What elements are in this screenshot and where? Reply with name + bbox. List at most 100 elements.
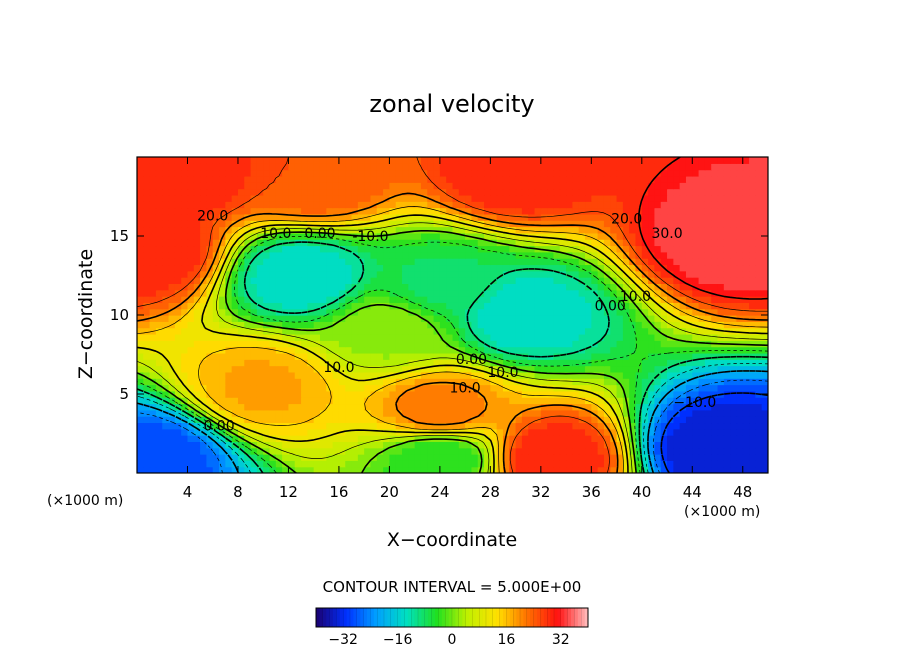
heatmap-cell <box>408 207 416 215</box>
heatmap-cell <box>408 277 416 284</box>
heatmap-cell <box>402 188 409 196</box>
heatmap-cell <box>749 169 756 177</box>
heatmap-cell <box>244 321 252 329</box>
heatmap-cell <box>490 403 498 411</box>
heatmap-cell <box>351 466 359 473</box>
heatmap-cell <box>319 207 327 215</box>
heatmap-cell <box>641 384 649 392</box>
heatmap-cell <box>288 201 296 209</box>
heatmap-cell <box>446 163 454 171</box>
heatmap-cell <box>414 359 422 367</box>
heatmap-cell <box>692 352 700 360</box>
heatmap-cell <box>540 428 548 436</box>
heatmap-cell <box>357 321 365 329</box>
heatmap-cell <box>578 296 586 303</box>
heatmap-cell <box>181 397 189 405</box>
heatmap-cell <box>219 220 226 228</box>
heatmap-cell <box>711 333 719 341</box>
heatmap-cell <box>351 460 359 468</box>
heatmap-cell <box>174 466 182 473</box>
heatmap-cell <box>622 321 630 329</box>
heatmap-cell <box>231 422 239 430</box>
heatmap-cell <box>723 302 731 310</box>
heatmap-cell <box>237 333 245 341</box>
heatmap-cell <box>654 308 662 316</box>
heatmap-cell <box>736 460 744 468</box>
heatmap-cell <box>345 403 353 411</box>
heatmap-cell <box>717 220 725 228</box>
heatmap-cell <box>553 409 561 417</box>
heatmap-cell <box>200 175 208 183</box>
heatmap-cell <box>704 466 712 473</box>
heatmap-cell <box>692 289 700 297</box>
heatmap-cell <box>553 239 561 247</box>
heatmap-cell <box>364 422 372 430</box>
heatmap-cell <box>704 157 712 164</box>
heatmap-cell <box>667 157 674 164</box>
heatmap-cell <box>521 194 529 202</box>
heatmap-cell <box>673 447 681 455</box>
heatmap-cell <box>648 308 656 316</box>
heatmap-cell <box>187 435 195 442</box>
heatmap-cell <box>294 163 302 171</box>
heatmap-cell <box>155 346 163 354</box>
heatmap-cell <box>679 333 687 341</box>
heatmap-cell <box>685 194 693 202</box>
heatmap-cell <box>566 220 573 228</box>
heatmap-cell <box>509 460 517 468</box>
heatmap-cell <box>357 245 365 253</box>
heatmap-cell <box>547 264 555 272</box>
heatmap-cell <box>685 220 693 228</box>
heatmap-cell <box>648 428 656 436</box>
heatmap-cell <box>439 346 447 354</box>
heatmap-cell <box>193 207 201 215</box>
heatmap-cell <box>566 435 573 442</box>
heatmap-cell <box>679 220 687 228</box>
heatmap-cell <box>559 277 567 284</box>
heatmap-cell <box>502 277 510 284</box>
heatmap-cell <box>704 182 712 190</box>
heatmap-cell <box>269 409 277 417</box>
heatmap-cell <box>761 194 768 202</box>
heatmap-cell <box>566 213 573 221</box>
heatmap-cell <box>174 283 182 291</box>
heatmap-cell <box>187 409 195 417</box>
heatmap-cell <box>231 454 239 461</box>
heatmap-cell <box>547 308 555 316</box>
heatmap-cell <box>685 422 693 430</box>
heatmap-cell <box>566 182 573 190</box>
heatmap-cell <box>420 194 428 202</box>
heatmap-cell <box>597 333 605 341</box>
heatmap-cell <box>383 441 390 449</box>
heatmap-cell <box>414 454 422 461</box>
heatmap-cell <box>667 220 674 228</box>
heatmap-cell <box>540 175 548 183</box>
heatmap-cell <box>685 258 693 266</box>
heatmap-cell <box>717 207 725 215</box>
heatmap-cell <box>168 441 176 449</box>
heatmap-cell <box>635 277 643 284</box>
heatmap-cell <box>420 220 428 228</box>
heatmap-cell <box>648 397 656 405</box>
heatmap-cell <box>439 277 447 284</box>
heatmap-cell <box>667 175 674 183</box>
heatmap-cell <box>402 315 409 322</box>
heatmap-cell <box>162 416 170 424</box>
heatmap-cell <box>275 428 283 436</box>
heatmap-cell <box>559 359 567 367</box>
heatmap-cell <box>250 321 258 329</box>
heatmap-cell <box>711 239 719 247</box>
heatmap-cell <box>244 315 252 322</box>
heatmap-cell <box>376 289 384 297</box>
heatmap-cell <box>736 283 744 291</box>
heatmap-cell <box>200 194 208 202</box>
heatmap-cell <box>730 188 738 196</box>
heatmap-cell <box>717 460 725 468</box>
heatmap-cell <box>648 422 656 430</box>
heatmap-cell <box>370 251 378 259</box>
heatmap-cell <box>711 245 719 253</box>
heatmap-cell <box>237 460 245 468</box>
heatmap-cell <box>597 371 605 379</box>
heatmap-cell <box>212 435 220 442</box>
heatmap-cell <box>162 397 170 405</box>
